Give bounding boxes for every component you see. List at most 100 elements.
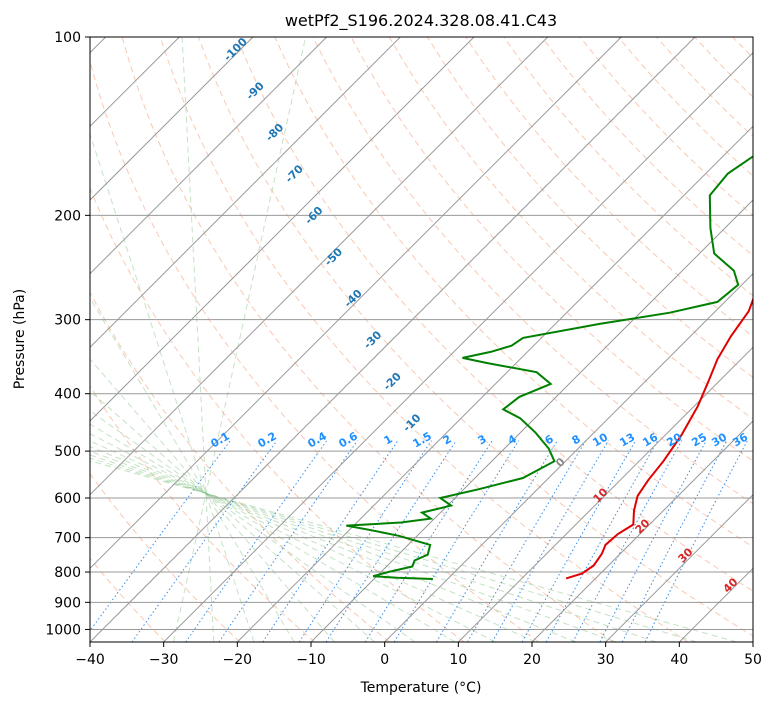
isotherm: [236, 125, 753, 642]
isotherm: [90, 37, 696, 642]
dry-adiabat: [90, 186, 465, 642]
x-tick-label: 30: [597, 652, 615, 668]
mixing-ratio-label: 25: [689, 431, 709, 450]
y-tick-label: 700: [54, 531, 81, 547]
y-tick-label: 1000: [45, 622, 81, 638]
moist-adiabat: [90, 457, 697, 642]
x-tick-label: 10: [449, 652, 467, 668]
background-lines: [90, 37, 775, 642]
isotherm: [384, 272, 753, 642]
mixing-ratio-label: 1.5: [411, 429, 434, 450]
plot-frame: [89, 36, 754, 643]
dry-adiabat-label: -60: [302, 204, 325, 227]
isotherm: [163, 51, 753, 642]
isotherm: [90, 37, 328, 275]
moist-adiabat: [90, 132, 255, 642]
mixing-ratio-line: [599, 440, 707, 642]
isotherm: [752, 641, 753, 642]
mixing-ratio-line: [521, 440, 637, 642]
series-lines: [346, 155, 753, 580]
moist-adiabat: [90, 410, 416, 642]
mixing-ratio-line: [435, 440, 558, 642]
dry-adiabat: [90, 472, 241, 642]
y-tick-label: 500: [54, 444, 81, 460]
isotherm: [531, 420, 753, 642]
y-tick-label: 900: [54, 595, 81, 611]
mixing-ratio-line: [298, 440, 432, 642]
mixing-ratio-line: [467, 440, 587, 642]
temperature-profile: [565, 296, 753, 580]
x-tick-label: 20: [523, 652, 541, 668]
dry-adiabat-label: -30: [361, 328, 384, 351]
isotherm: [678, 567, 753, 642]
y-tick-label: 100: [54, 30, 81, 46]
dry-adiabat: [312, 37, 753, 505]
isotherm: [90, 37, 549, 496]
isotherm: [90, 37, 622, 570]
dry-adiabat: [503, 37, 753, 297]
y-tick-label: 400: [54, 387, 81, 403]
dry-adiabat: [732, 37, 753, 59]
mixing-ratio-line: [572, 440, 683, 642]
moist-adiabat: [90, 446, 576, 642]
mixing-ratio-line: [325, 440, 457, 642]
mixing-ratio-line: [491, 440, 609, 642]
isotherm: [90, 37, 254, 201]
isotherm: [90, 37, 401, 349]
mixing-ratio-label: 1: [382, 432, 395, 447]
x-tick-label: −10: [296, 652, 326, 668]
y-tick-label: 300: [54, 313, 81, 329]
axis-ticks: −40 −30 −20 −10 0 10 20 30 40 5010020030040050060…: [45, 30, 762, 668]
isotherm: [605, 493, 753, 642]
dry-adiabat-label: -90: [244, 79, 267, 102]
dry-adiabat: [90, 291, 390, 642]
dry-adiabat: [274, 37, 753, 548]
plot-area: [90, 37, 775, 642]
moist-adiabat: [90, 454, 657, 642]
isotherm: [90, 37, 475, 422]
moist-adiabat: [90, 440, 536, 642]
dry-adiabat: [694, 37, 753, 98]
mixing-ratio-label: 3: [476, 432, 489, 447]
dry-adiabat: [388, 37, 753, 420]
dry-adiabat-label: -40: [342, 287, 365, 310]
x-tick-label: −30: [149, 652, 179, 668]
mixing-ratio-label: 0.6: [337, 429, 361, 450]
chart-title: wetPf2_S196.2024.328.08.41.C43: [285, 11, 557, 31]
dry-adiabat: [90, 59, 540, 642]
y-axis-label: Pressure (hPa): [12, 289, 28, 389]
mixing-ratio-line: [545, 440, 659, 642]
y-tick-label: 200: [54, 208, 81, 224]
dry-adiabat-label: -20: [381, 370, 404, 393]
isotherm: [310, 199, 753, 642]
dry-adiabat: [236, 37, 753, 592]
dry-adiabat: [90, 384, 316, 642]
dry-adiabat: [159, 37, 689, 642]
mixing-ratio-line: [262, 440, 399, 642]
moist-adiabat: [173, 37, 307, 642]
moist-adiabat: [90, 433, 496, 642]
dry-adiabat-label: -70: [283, 162, 306, 185]
moist-adiabat: [90, 358, 335, 642]
x-tick-label: 0: [380, 652, 389, 668]
dry-adiabat: [465, 37, 753, 338]
mixing-ratio-line: [131, 440, 278, 642]
x-tick-label: 50: [744, 652, 762, 668]
mixing-ratio-line: [185, 440, 328, 642]
moist-adiabat: [90, 423, 456, 642]
x-tick-label: −40: [75, 652, 105, 668]
dry-adiabat: [771, 37, 775, 642]
mixing-ratio-label: 0.4: [306, 429, 330, 450]
grid-lines: [90, 37, 753, 642]
mixing-ratio-label: 16: [640, 430, 660, 449]
dry-adiabat: [541, 37, 753, 257]
moist-adiabat-label: 10: [591, 485, 611, 505]
y-tick-label: 600: [54, 491, 81, 507]
moist-adiabat-label: 0: [553, 455, 568, 470]
mixing-ratio-line: [218, 440, 358, 642]
moist-adiabat: [90, 390, 375, 642]
dry-adiabat-label: -50: [322, 245, 345, 268]
line-labels: -100-90-80-70-60-50-40-30-20-100.1 0.2 0.4…: [209, 35, 751, 596]
x-tick-label: 40: [670, 652, 688, 668]
